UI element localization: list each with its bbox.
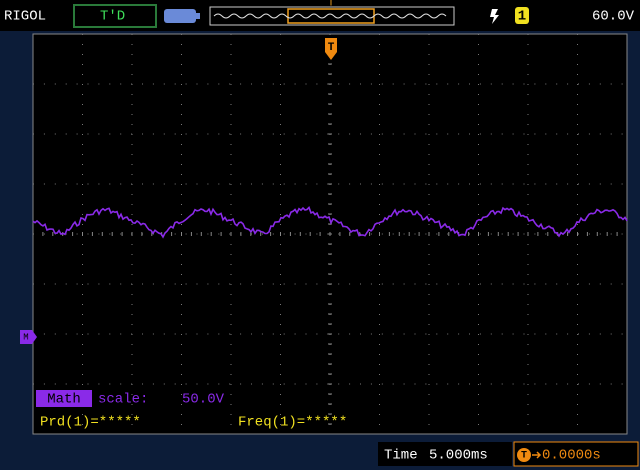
math-scale-label: scale:: [98, 392, 148, 408]
math-label: Math: [47, 392, 81, 408]
trigger-offset-arrow: [532, 451, 542, 459]
grid: [32, 33, 628, 435]
battery-tip: [196, 13, 200, 19]
trigger-offset-icon: [517, 448, 531, 462]
battery-icon: [164, 9, 196, 23]
brand: RIGOL: [4, 9, 46, 25]
measurement: Freq(1)=*****: [238, 415, 347, 431]
trigger-offset: 0.0000s: [542, 448, 601, 464]
math-scale: 50.0V: [182, 392, 225, 408]
trigger-edge-icon: [490, 9, 499, 24]
math-marker-label: M: [23, 332, 28, 342]
channel-icon: [515, 7, 529, 24]
time-base: 5.000ms: [429, 448, 488, 464]
trigger-position-marker: [325, 38, 337, 60]
math-waveform: [32, 206, 628, 239]
time-label: Time: [384, 448, 418, 464]
time-box: [378, 442, 512, 466]
status-box: [73, 4, 157, 28]
memory-wave: [213, 13, 447, 19]
memory-trigger-marker: T: [328, 0, 334, 10]
status: T'D: [100, 9, 125, 25]
math-marker: [20, 330, 37, 344]
trigger-level: 60.0V: [592, 9, 635, 25]
memory-bar: [209, 6, 455, 26]
measurement: Prd(1)=*****: [40, 415, 141, 431]
trigger-offset-box: [513, 441, 639, 467]
channel-number: 1: [518, 9, 526, 25]
trigger-offset-icon-label: T: [521, 451, 527, 462]
trigger-position-label: T: [328, 42, 335, 54]
math-label-box: [36, 390, 92, 407]
